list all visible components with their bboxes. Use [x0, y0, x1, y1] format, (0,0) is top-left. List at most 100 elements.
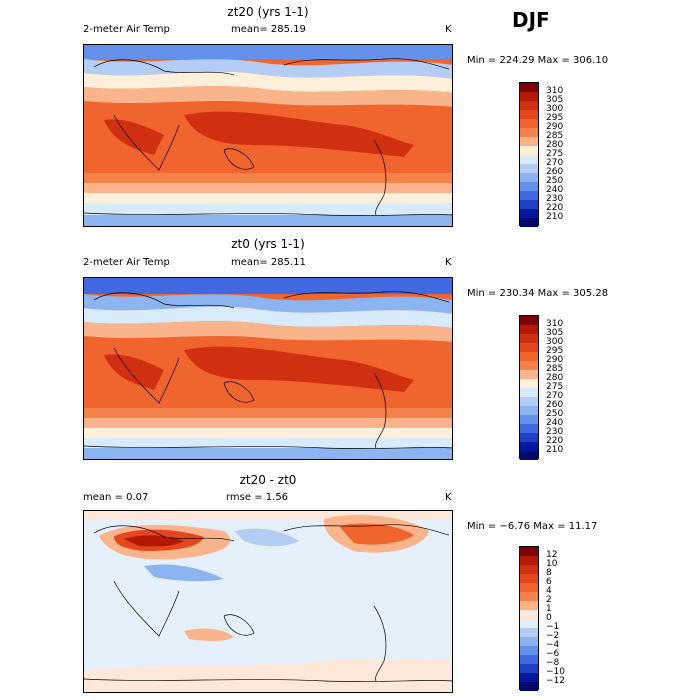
colorbar-swatch: [520, 574, 538, 583]
colorbar-swatch: [520, 601, 538, 610]
colorbar-swatch: [520, 379, 538, 388]
panel-1-field-label: 2-meter Air Temp: [83, 24, 170, 35]
colorbar-swatch: [520, 155, 538, 164]
colorbar-swatch: [520, 146, 538, 155]
colorbar-swatch: [520, 673, 538, 682]
colorbar-swatch: [520, 343, 538, 352]
panel-1-unit: K: [445, 24, 452, 35]
colorbar-swatch: [520, 592, 538, 601]
colorbar-swatch: [520, 628, 538, 637]
colorbar-swatch: [520, 101, 538, 110]
season-label: DJF: [512, 8, 550, 32]
panel-1-map: [83, 44, 453, 227]
colorbar-level-label: 305: [546, 94, 564, 105]
colorbar-level-label: 285: [546, 130, 564, 141]
colorbar-level-label: 10: [546, 558, 558, 569]
colorbar-level-label: 310: [546, 85, 564, 96]
colorbar-swatch: [520, 646, 538, 655]
panel-3-mean: mean = 0.07: [83, 492, 149, 503]
colorbar-level-label: 280: [546, 372, 564, 383]
panel-3-map: [83, 510, 453, 693]
colorbar-level-label: 12: [546, 549, 558, 560]
colorbar-swatch: [520, 200, 538, 209]
colorbar-level-label: 6: [546, 576, 552, 587]
colorbar-swatch: [520, 637, 538, 646]
colorbar-swatch: [520, 173, 538, 182]
colorbar-level-label: 4: [546, 585, 552, 596]
colorbar-level-label: 290: [546, 121, 564, 132]
colorbar-level-label: 305: [546, 327, 564, 338]
colorbar-swatch: [520, 110, 538, 119]
colorbar-level-label: 230: [546, 426, 564, 437]
colorbar-level-label: 250: [546, 408, 564, 419]
colorbar-level-label: 2: [546, 594, 552, 605]
colorbar-swatch: [520, 128, 538, 137]
panel-2-colorbar: [519, 315, 539, 460]
colorbar-level-label: 300: [546, 336, 564, 347]
colorbar-swatch: [520, 218, 538, 227]
colorbar-level-label: 260: [546, 399, 564, 410]
colorbar-swatch: [520, 83, 538, 92]
colorbar-swatch: [520, 164, 538, 173]
panel-3-title: zt20 - zt0: [239, 473, 297, 487]
colorbar-level-label: 0: [546, 612, 552, 623]
colorbar-swatch: [520, 547, 538, 556]
colorbar-swatch: [520, 325, 538, 334]
colorbar-swatch: [520, 556, 538, 565]
colorbar-level-label: 260: [546, 166, 564, 177]
colorbar-swatch: [520, 361, 538, 370]
panel-2-mean: mean= 285.11: [231, 257, 306, 268]
colorbar-level-label: 270: [546, 390, 564, 401]
panel-2-unit: K: [445, 257, 452, 268]
colorbar-swatch: [520, 388, 538, 397]
colorbar-swatch: [520, 316, 538, 325]
panel-2-title: zt0 (yrs 1-1): [231, 237, 305, 251]
colorbar-level-label: 270: [546, 157, 564, 168]
colorbar-swatch: [520, 433, 538, 442]
colorbar-swatch: [520, 352, 538, 361]
panel-1-minmax: Min = 224.29 Max = 306.10: [467, 55, 609, 66]
colorbar-swatch: [520, 664, 538, 673]
colorbar-level-label: 290: [546, 354, 564, 365]
colorbar-level-label: 275: [546, 148, 564, 159]
panel-2-map: [83, 277, 453, 460]
colorbar-level-label: −1: [546, 621, 560, 632]
panel-2-minmax: Min = 230.34 Max = 305.28: [467, 288, 609, 299]
colorbar-level-label: 8: [546, 567, 552, 578]
colorbar-swatch: [520, 655, 538, 664]
colorbar-swatch: [520, 191, 538, 200]
colorbar-swatch: [520, 415, 538, 424]
colorbar-swatch: [520, 610, 538, 619]
colorbar-level-label: −8: [546, 657, 560, 668]
colorbar-level-label: 310: [546, 318, 564, 329]
colorbar-level-label: 275: [546, 381, 564, 392]
colorbar-swatch: [520, 209, 538, 218]
colorbar-level-label: 230: [546, 193, 564, 204]
colorbar-level-label: −12: [546, 675, 565, 686]
colorbar-level-label: −10: [546, 666, 565, 677]
colorbar-level-label: 295: [546, 112, 564, 123]
colorbar-level-label: 220: [546, 202, 564, 213]
colorbar-swatch: [520, 92, 538, 101]
colorbar-swatch: [520, 406, 538, 415]
panel-3-minmax: Min = −6.76 Max = 11.17: [467, 521, 598, 532]
colorbar-level-label: −6: [546, 648, 560, 659]
colorbar-swatch: [520, 397, 538, 406]
colorbar-swatch: [520, 370, 538, 379]
colorbar-swatch: [520, 565, 538, 574]
colorbar-level-label: −2: [546, 630, 560, 641]
colorbar-level-label: 240: [546, 184, 564, 195]
colorbar-level-label: 280: [546, 139, 564, 150]
colorbar-level-label: 220: [546, 435, 564, 446]
colorbar-level-label: 1: [546, 603, 552, 614]
panel-1-colorbar: [519, 82, 539, 227]
colorbar-swatch: [520, 137, 538, 146]
colorbar-swatch: [520, 682, 538, 691]
colorbar-swatch: [520, 334, 538, 343]
colorbar-swatch: [520, 119, 538, 128]
panel-3-unit: K: [445, 492, 452, 503]
colorbar-swatch: [520, 424, 538, 433]
panel-1-mean: mean= 285.19: [231, 24, 306, 35]
panel-3-rmse: rmse = 1.56: [226, 492, 289, 503]
panel-2-field-label: 2-meter Air Temp: [83, 257, 170, 268]
